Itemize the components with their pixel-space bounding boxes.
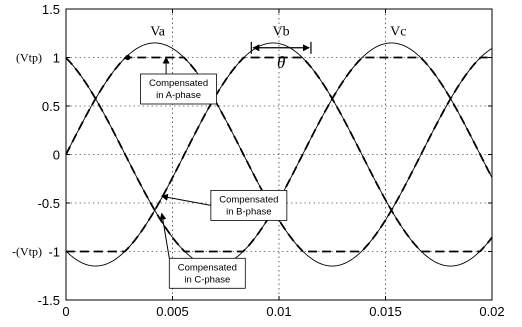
y-tick-label: -1.5 [38, 293, 60, 308]
curve-label-vc: Vc [390, 24, 406, 39]
x-tick-label: 0.01 [266, 304, 291, 319]
annotation-box-2 [168, 257, 246, 289]
annotation-text-0-0: Compensated [149, 78, 208, 89]
series-vb-compensated [65, 56, 493, 253]
x-tick-label: 0 [62, 304, 69, 319]
y-tick-label: -1 [48, 245, 60, 260]
curve-label-vb: Vb [273, 24, 290, 39]
y-tick-label: 1 [53, 51, 60, 66]
y-tick-label: -0.5 [38, 196, 60, 211]
x-tick-label: 0.015 [369, 304, 402, 319]
annotation-box-1 [210, 189, 288, 221]
curve-label-va: Va [150, 24, 166, 39]
annotation-text-1-0: Compensated [219, 194, 278, 205]
annotation-arrow-2 [159, 212, 170, 259]
annotation-text-1-1: in B-phase [226, 206, 271, 217]
theta-label: θ [277, 53, 285, 72]
y-tick-label: 1.5 [42, 2, 60, 17]
y-tick-label: 0 [53, 148, 60, 163]
annotation-box-0 [140, 73, 217, 105]
annotation-text-2-0: Compensated [178, 262, 237, 273]
annotation-arrow-1 [160, 193, 211, 206]
marker-point [125, 54, 131, 61]
y-tick-prefix: (Vtp) [16, 51, 42, 65]
y-tick-prefix: -(Vtp) [12, 245, 42, 259]
y-tick-label: 0.5 [42, 99, 60, 114]
labels: Va Vb Vc θ [125, 24, 406, 72]
annotation-text-0-1: in A-phase [156, 90, 201, 101]
x-tick-label: 0.005 [156, 304, 189, 319]
x-tick-label: 0.02 [479, 304, 504, 319]
axes: 0 0.005 0.01 0.015 0.02 1.5 (Vtp) 1 0.5 0 -0.5 -(Vt… [12, 2, 505, 319]
annotation-text-2-1: in C-phase [184, 274, 230, 285]
